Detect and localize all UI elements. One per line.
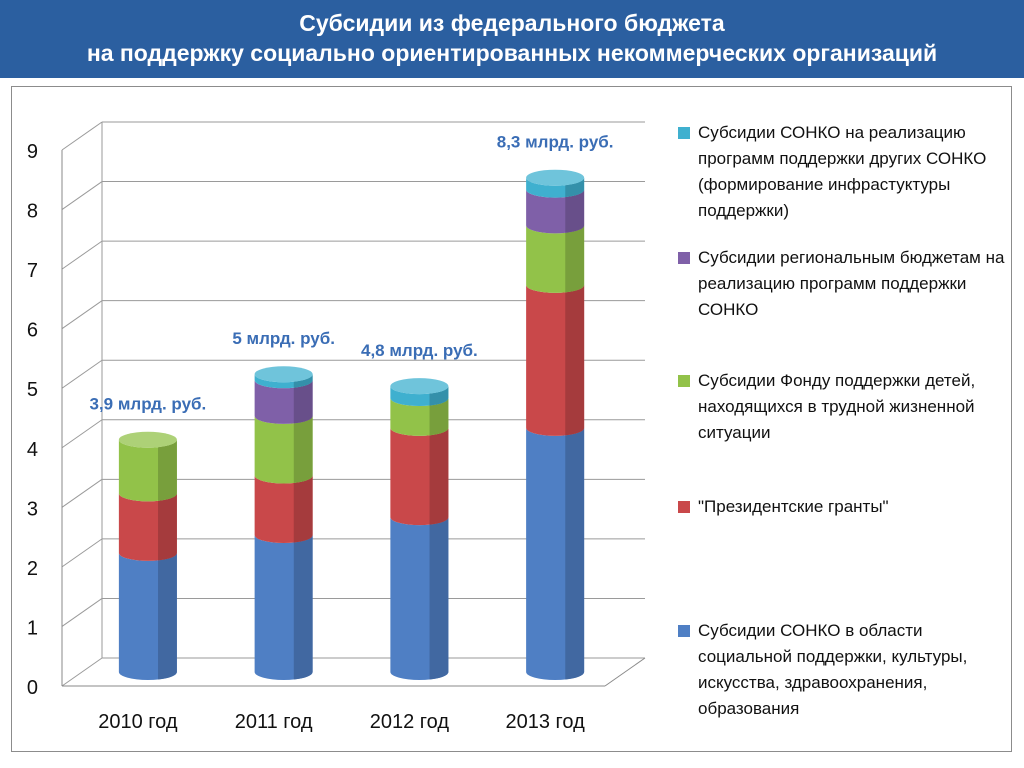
- bar-segment-shade-0-1: [158, 493, 177, 561]
- legend-swatch-presidential-grants: [678, 501, 690, 513]
- y-tick-label-1: 1: [27, 617, 38, 639]
- bar-segment-shade-3-0: [565, 427, 585, 680]
- bar-segment-shade-2-2: [429, 398, 449, 436]
- gridline-diagonal-7: [61, 240, 103, 270]
- y-tick-label-9: 9: [27, 141, 38, 163]
- bar-total-label-1: 5 млрд. руб.: [232, 329, 335, 348]
- bar-segment-shade-3-3: [565, 189, 585, 233]
- bar-segment-shade-1-4: [293, 374, 313, 388]
- bar-segment-shade-1-2: [293, 415, 313, 483]
- bar-total-label-2: 4,8 млрд. руб.: [361, 341, 478, 360]
- gridline-diagonal-4: [61, 419, 103, 449]
- legend-label-social-support: Субсидии СОНКО в области социальной подд…: [698, 621, 968, 718]
- y-tick-label-6: 6: [27, 320, 38, 342]
- x-tick-label-2: 2012 год: [370, 711, 450, 733]
- bar-segment-shade-0-2: [158, 439, 177, 501]
- bar-segment-shade-3-2: [565, 225, 585, 293]
- gridline-diagonal-8: [61, 181, 103, 210]
- bar-top-cap-3: [526, 169, 585, 186]
- bar-total-label-0: 3,9 млрд. руб.: [89, 395, 206, 414]
- bar-segment-shade-2-4: [429, 386, 449, 406]
- y-tick-label-4: 4: [27, 439, 38, 461]
- bar-segment-shade-1-0: [293, 535, 313, 680]
- bar-segment-shade-2-0: [429, 517, 449, 680]
- legend-swatch-regional: [678, 252, 690, 264]
- legend-label-presidential-grants: "Президентские гранты": [698, 497, 889, 516]
- legend-label-regional: Субсидии региональным бюджетам на реализ…: [698, 248, 1005, 319]
- bar-segment-shade-1-1: [293, 475, 313, 543]
- x-tick-label-0: 2010 год: [98, 711, 178, 733]
- gridline-diagonal-1: [61, 598, 103, 627]
- bar-total-label-3: 8,3 млрд. руб.: [497, 133, 614, 152]
- floor-right-edge: [604, 657, 646, 687]
- bar-segment-shade-0-0: [158, 552, 177, 680]
- y-tick-label-7: 7: [27, 260, 38, 282]
- legend-label-infrastructure: Субсидии СОНКО на реализацию программ по…: [698, 123, 987, 220]
- gridline-diagonal-3: [61, 478, 103, 508]
- chart-axes: 0 1 2 3 4 5 6 7 8 9: [27, 122, 646, 699]
- bar-segment-shade-2-1: [429, 427, 449, 525]
- chart-bars: [118, 169, 585, 680]
- y-tick-label-3: 3: [27, 498, 38, 520]
- legend-swatch-infrastructure: [678, 127, 690, 139]
- gridline-diagonal-6: [61, 300, 103, 330]
- gridline-diagonal-2: [61, 538, 103, 568]
- gridline-diagonal-5: [61, 359, 103, 389]
- chart-legend: Субсидии СОНКО на реализацию программ по…: [678, 0, 1008, 768]
- gridline-diagonal-9: [61, 121, 103, 151]
- bar-top-cap-2: [390, 378, 449, 395]
- legend-swatch-children-fund: [678, 375, 690, 387]
- legend-label-children-fund: Субсидии Фонду поддержки детей, находящи…: [698, 371, 976, 442]
- bar-top-cap-1: [254, 366, 313, 383]
- gridline-diagonal-0: [61, 657, 103, 687]
- x-tick-label-3: 2013 год: [505, 711, 585, 733]
- y-tick-label-0: 0: [27, 677, 38, 699]
- chart-labels: 3,9 млрд. руб. 2010 год 5 млрд. руб. 2011 г…: [89, 133, 613, 733]
- bar-segment-shade-3-4: [565, 177, 585, 198]
- y-tick-label-5: 5: [27, 379, 38, 401]
- y-tick-label-2: 2: [27, 558, 38, 580]
- bar-segment-shade-1-3: [293, 380, 313, 424]
- slide-title-line1: Субсидии из федерального бюджета: [299, 10, 725, 36]
- x-tick-label-1: 2011 год: [235, 711, 313, 733]
- legend-swatch-social-support: [678, 625, 690, 637]
- bar-segment-shade-3-1: [565, 284, 585, 436]
- chart-frame: [11, 86, 1012, 752]
- bar-top-cap-0: [118, 431, 177, 448]
- slide-title-line2: на поддержку социально ориентированных н…: [86, 40, 938, 66]
- slide-header: Субсидии из федерального бюджета на подд…: [0, 0, 1024, 78]
- y-tick-label-8: 8: [27, 201, 38, 223]
